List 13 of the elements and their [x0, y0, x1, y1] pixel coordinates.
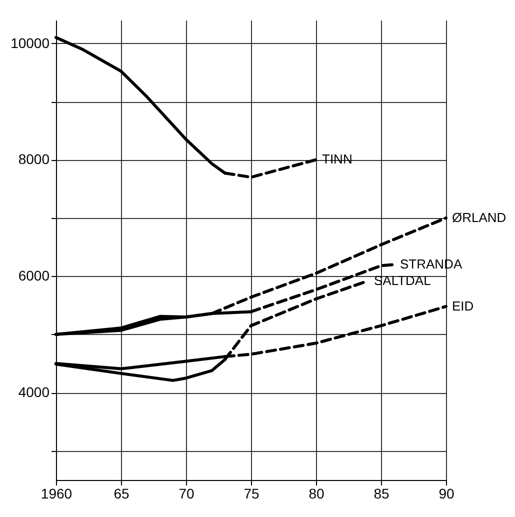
y-tick-label: 8000: [18, 151, 50, 168]
x-tick-label: 1960: [40, 486, 72, 502]
y-tick-label: 6000: [18, 268, 50, 284]
series-label: EID: [452, 298, 474, 314]
x-tick-label: 65: [114, 486, 130, 502]
x-tick-label: 80: [308, 486, 324, 502]
x-tick-label: 70: [178, 486, 194, 502]
x-tick-label: 90: [438, 486, 454, 502]
series-label: ØRLAND: [452, 210, 506, 225]
y-tick-label: 4000: [18, 384, 50, 400]
y-tick-label: 10000: [10, 34, 50, 51]
x-tick-label: 75: [244, 486, 260, 502]
x-tick-label: 85: [374, 486, 390, 502]
